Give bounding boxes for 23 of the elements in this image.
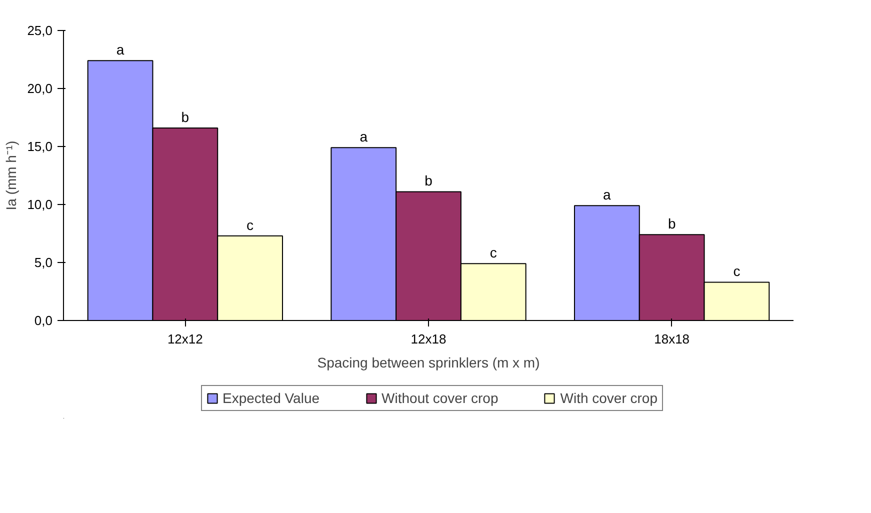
annotation: a [116,42,124,58]
y-axis-title: Ia (mm h⁻¹) [3,140,20,210]
x-tick-label: 12x12 [167,332,203,346]
legend-label: Without cover crop [382,390,498,406]
annotation: a [603,186,612,203]
y-tick-label: 10,0 [27,197,53,212]
annotation: a [360,128,368,145]
y-tick-label: 20,0 [27,81,53,96]
annotation: c [490,244,497,261]
annotation: b [668,216,676,232]
y-tick-label: 15,0 [27,139,53,154]
annotation: b [424,172,433,189]
legend-label: Expected Value [222,390,320,406]
y-tick-label: 25,0 [27,23,53,38]
annotation: c [733,263,740,280]
y-tick-label: 5,0 [34,255,53,270]
x-axis-title: Spacing between sprinklers (m x m) [317,354,540,370]
legend-label: With cover crop [560,390,658,406]
annotation: b [181,108,190,125]
x-tick-label: 18x18 [654,332,690,346]
y-tick-label: 0,0 [34,313,53,328]
x-tick-label: 12x18 [410,332,446,346]
annotation: c [246,216,254,233]
